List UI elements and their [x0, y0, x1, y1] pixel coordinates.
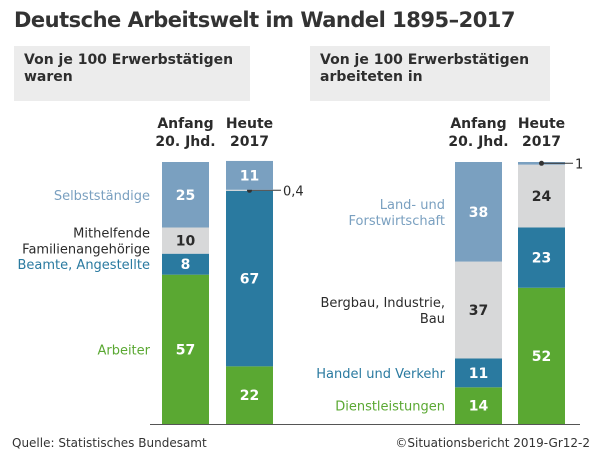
data-label: 22 — [240, 388, 259, 404]
bar-segment — [455, 358, 502, 388]
data-label: 11 — [469, 366, 488, 382]
bar-segment — [226, 366, 273, 424]
series-label: Handel und Verkehr — [316, 367, 445, 382]
category-label: Heute — [518, 116, 565, 132]
series-label: Familienangehörige — [22, 243, 150, 258]
bar-segment — [455, 162, 502, 262]
annotation-dot — [539, 160, 544, 166]
series-label: Land- und — [380, 198, 445, 213]
category-label: Anfang — [450, 116, 506, 132]
series-label: Dienstleistungen — [335, 400, 445, 415]
bar-segment — [518, 287, 565, 424]
data-label: 57 — [176, 342, 195, 358]
category-label: 2017 — [230, 134, 269, 150]
series-label: Bergbau, Industrie, — [320, 296, 445, 311]
series-label: Mithelfende — [73, 227, 150, 242]
chart-title: Deutsche Arbeitswelt im Wandel 1895–2017 — [14, 8, 516, 32]
bar-segment — [518, 164, 565, 228]
left-panel-heading-text: Von je 100 Erwerbstätigen waren — [24, 52, 234, 85]
data-label: 10 — [176, 234, 196, 250]
category-label: Heute — [226, 116, 273, 132]
series-label: Arbeiter — [97, 343, 150, 358]
data-label: 24 — [532, 189, 552, 205]
annotation-label: 1 — [575, 157, 583, 172]
series-label: Selbstständige — [54, 189, 150, 204]
bar-segment — [162, 227, 209, 254]
category-label: 2017 — [522, 134, 561, 150]
right-panel-heading-text: Von je 100 Erwerbstätigen arbeiteten in — [320, 52, 530, 85]
bar-segment — [455, 261, 502, 359]
data-label: 67 — [240, 272, 259, 288]
data-label: 23 — [532, 251, 551, 267]
data-label: 38 — [469, 205, 488, 221]
left-panel-heading: Von je 100 Erwerbstätigen waren — [14, 46, 250, 101]
bar-segment — [226, 190, 273, 367]
data-label: 37 — [469, 303, 488, 319]
bar-segment — [518, 227, 565, 288]
data-label: 14 — [469, 399, 489, 415]
bar-segment — [226, 160, 273, 190]
annotation-label: 0,4 — [283, 184, 304, 199]
series-label: Forstwirtschaft — [349, 214, 445, 229]
copyright-note: ©Situationsbericht 2019-Gr12-2 — [395, 436, 590, 450]
series-label: Beamte, Angestellte — [18, 258, 150, 273]
data-label: 52 — [532, 349, 551, 365]
category-label: 20. Jhd. — [155, 134, 215, 150]
data-label: 11 — [240, 168, 259, 184]
bar-segment — [455, 387, 502, 424]
category-label: 20. Jhd. — [448, 134, 508, 150]
right-panel-heading: Von je 100 Erwerbstätigen arbeiteten in — [310, 46, 550, 101]
source-note: Quelle: Statistisches Bundesamt — [12, 436, 207, 450]
bar-segment — [162, 274, 209, 424]
data-label: 8 — [181, 257, 191, 273]
bar-segment — [162, 162, 209, 228]
data-label: 25 — [176, 188, 195, 204]
series-label: Bau — [420, 312, 445, 327]
category-label: Anfang — [157, 116, 213, 132]
bar-segment — [162, 253, 209, 275]
